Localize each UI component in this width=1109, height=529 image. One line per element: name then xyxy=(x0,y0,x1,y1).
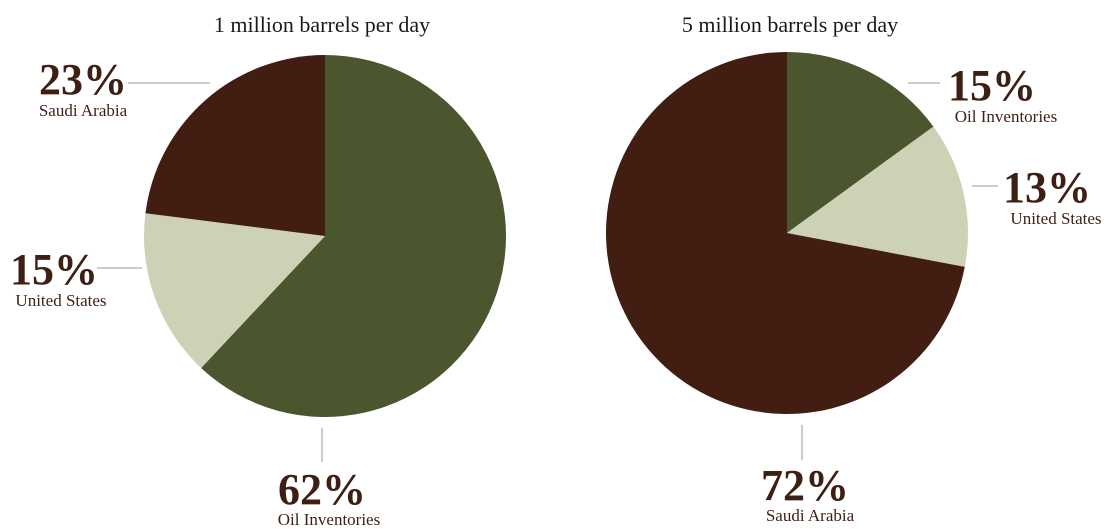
chart-1-oil-percent: 62% xyxy=(278,465,366,514)
chart-2-slice-oil-inventories xyxy=(787,52,934,233)
chart-1-slice-oil-inventories xyxy=(201,55,507,417)
chart-2-title: 5 million barrels per day xyxy=(682,12,898,37)
chart-1-us-percent: 15% xyxy=(10,245,98,294)
chart-2: 5 million barrels per day 15% Oil Invent… xyxy=(605,12,1102,525)
chart-2-oil-percent: 15% xyxy=(948,61,1036,110)
chart-1-title: 1 million barrels per day xyxy=(214,12,430,37)
chart-1-saudi-label: Saudi Arabia xyxy=(39,101,128,120)
chart-1-us-label: United States xyxy=(15,291,106,310)
chart-1-slice-united-states xyxy=(144,213,325,368)
chart-2-saudi-label: Saudi Arabia xyxy=(766,506,855,525)
chart-1-saudi-percent: 23% xyxy=(39,55,127,104)
chart-2-us-percent: 13% xyxy=(1003,163,1091,212)
chart-1: 1 million barrels per day 23% Saudi Arab… xyxy=(10,12,507,529)
chart-2-oil-label: Oil Inventories xyxy=(955,107,1057,126)
chart-2-saudi-percent: 72% xyxy=(761,461,849,510)
chart-1-slice-saudi-arabia xyxy=(145,55,325,236)
chart-1-oil-label: Oil Inventories xyxy=(278,510,380,529)
chart-2-us-label: United States xyxy=(1010,209,1101,228)
chart-2-slice-united-states xyxy=(787,126,968,267)
chart-2-pie xyxy=(605,52,968,415)
chart-2-slice-saudi-arabia xyxy=(605,52,965,415)
chart-1-pie xyxy=(144,55,507,417)
